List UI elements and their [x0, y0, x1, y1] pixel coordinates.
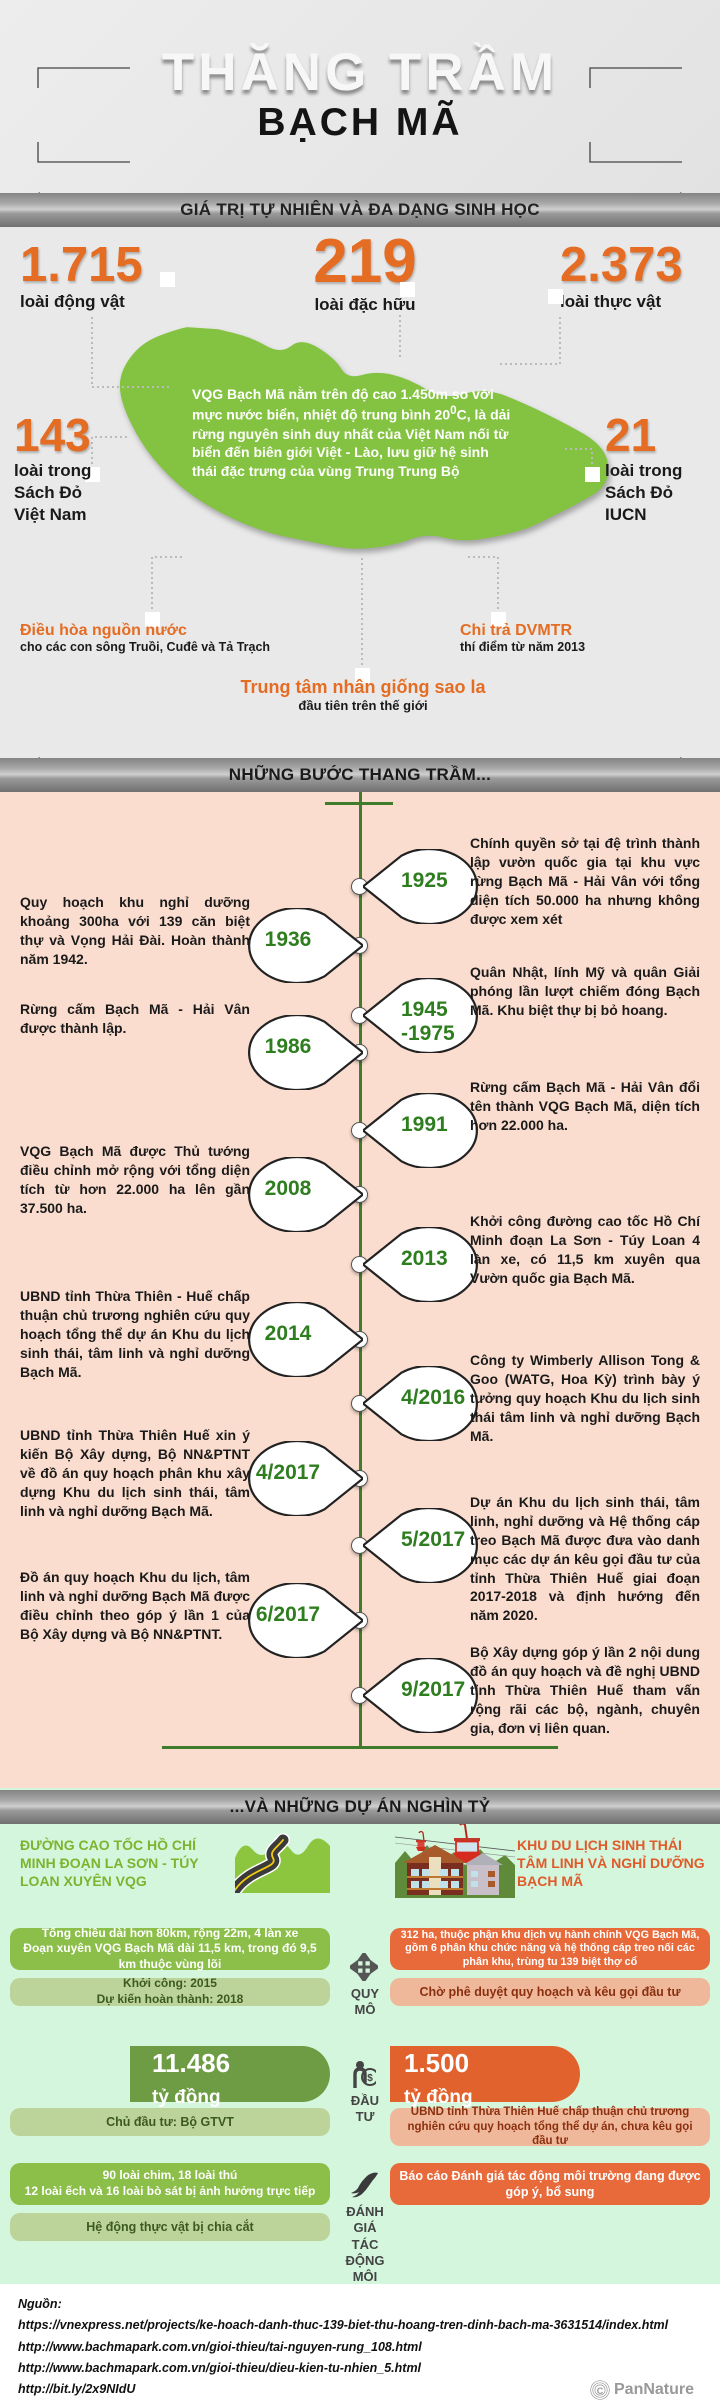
svg-text:C: C: [597, 2386, 604, 2396]
svg-text:$: $: [367, 2073, 373, 2084]
